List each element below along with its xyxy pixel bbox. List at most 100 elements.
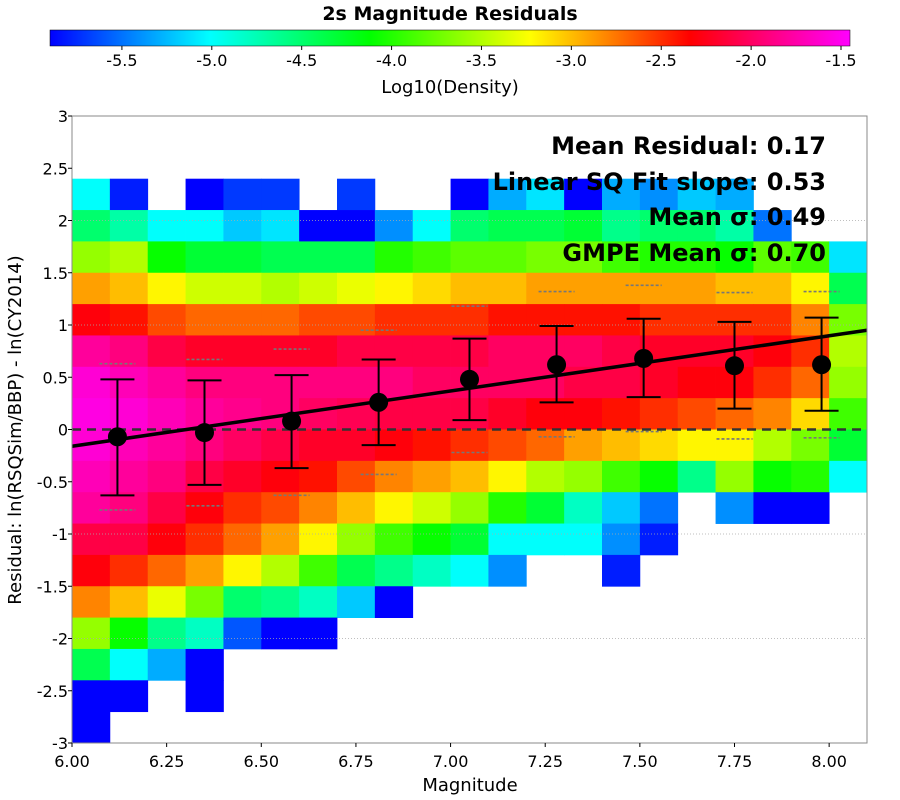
heatmap-cell	[564, 178, 603, 211]
heatmap-cell	[72, 586, 111, 618]
heatmap-cell	[337, 523, 376, 556]
heatmap-cell	[715, 210, 754, 242]
heatmap-cell	[72, 554, 111, 587]
heatmap-cell	[829, 366, 868, 399]
y-tick-label: -1	[52, 525, 68, 544]
x-tick-label: 6.50	[243, 752, 279, 771]
heatmap-cell	[223, 460, 262, 493]
heatmap-cell	[147, 617, 186, 650]
heatmap-cell	[677, 178, 716, 211]
heatmap-cell	[72, 178, 111, 211]
mean-point	[195, 423, 214, 443]
heatmap-cell	[526, 178, 565, 211]
heatmap-cell	[488, 460, 527, 493]
heatmap-cell	[147, 492, 186, 524]
heatmap-cell	[715, 460, 754, 493]
heatmap-cell	[109, 304, 149, 336]
heatmap-cell	[185, 241, 224, 274]
colorbar-tick-label: -5.0	[196, 51, 227, 70]
heatmap-cell	[412, 398, 451, 430]
mean-point	[282, 411, 302, 431]
heatmap-cell	[602, 210, 641, 242]
heatmap-cell	[337, 272, 376, 305]
heatmap-cell	[299, 554, 338, 587]
heatmap-cell	[488, 335, 527, 368]
heatmap-cell	[147, 586, 186, 618]
colorbar-tick-label: -1.5	[825, 51, 856, 70]
heatmap-cell	[109, 335, 149, 368]
heatmap-cell	[602, 272, 641, 305]
heatmap-cell	[791, 398, 830, 430]
heatmap-cell	[374, 554, 414, 587]
heatmap-cell	[109, 272, 149, 305]
heatmap-cell	[753, 210, 792, 242]
heatmap-cell	[602, 335, 641, 368]
heatmap-cell	[829, 429, 868, 462]
heatmap-cell	[526, 523, 565, 556]
mean-point	[369, 392, 389, 412]
heatmap-cell	[337, 586, 376, 618]
heatmap-cell	[488, 241, 527, 274]
x-axis-label: Magnitude	[422, 775, 517, 796]
heatmap-cell	[564, 335, 603, 368]
heatmap-cell	[185, 554, 224, 587]
heatmap-cell	[299, 398, 338, 430]
heatmap-cell	[639, 366, 679, 399]
heatmap-cell	[412, 272, 451, 305]
heatmap-cell	[526, 460, 565, 493]
heatmap-cell	[829, 241, 868, 274]
heatmap-cell	[337, 335, 376, 368]
heatmap-cell	[753, 460, 792, 493]
heatmap-cell	[412, 554, 451, 587]
y-tick-label: 0	[58, 421, 68, 440]
heatmap-cell	[72, 523, 111, 556]
heatmap-cell	[185, 178, 224, 211]
annotation-fit-slope: Linear SQ Fit slope: 0.53	[493, 168, 826, 196]
heatmap-cell	[374, 492, 414, 524]
x-tick-label: 7.75	[717, 752, 753, 771]
heatmap-cell	[450, 429, 489, 462]
x-tick-label: 7.50	[622, 752, 658, 771]
heatmap-cell	[602, 460, 641, 493]
heatmap-cell	[526, 241, 565, 274]
heatmap-cell	[677, 366, 716, 399]
x-tick-label: 7.25	[527, 752, 563, 771]
y-tick-label: -0.5	[37, 473, 68, 492]
heatmap-cell	[337, 366, 376, 399]
heatmap-cell	[791, 241, 830, 274]
heatmap-cell	[261, 554, 300, 587]
heatmap-cell	[526, 210, 565, 242]
heatmap-cell	[450, 178, 489, 211]
heatmap-cell	[753, 398, 792, 430]
heatmap-cell	[526, 304, 565, 336]
heatmap-cell	[753, 335, 792, 368]
heatmap-cell	[185, 680, 224, 713]
heatmap-cell	[602, 492, 641, 524]
x-axis-ticks: 6.00 6.25 6.50 6.75 7.00 7.25 7.50 7.75 8.00	[54, 743, 847, 771]
heatmap-cell	[639, 398, 679, 430]
heatmap-cell	[185, 210, 224, 242]
annotation-gmpe-sigma: GMPE Mean σ: 0.70	[562, 239, 826, 267]
y-tick-label: -2	[52, 630, 68, 649]
x-tick-label: 8.00	[811, 752, 847, 771]
heatmap-cell	[147, 460, 186, 493]
y-tick-label: -1.5	[37, 577, 68, 596]
heatmap-cell	[412, 241, 451, 274]
heatmap-cell	[564, 210, 603, 242]
heatmap-cell	[488, 398, 527, 430]
heatmap-cell	[299, 335, 338, 368]
heatmap-cell	[412, 492, 451, 524]
heatmap-cell	[337, 210, 376, 242]
heatmap-cell	[715, 492, 754, 524]
heatmap-cell	[109, 648, 149, 681]
heatmap-cell	[109, 492, 149, 524]
heatmap-cell	[299, 460, 338, 493]
heatmap-cell	[488, 429, 527, 462]
heatmap-cell	[829, 398, 868, 430]
heatmap-cell	[72, 210, 111, 242]
heatmap-cell	[374, 241, 414, 274]
heatmap-cell	[147, 335, 186, 368]
colorbar	[49, 29, 851, 47]
heatmap-cell	[602, 523, 641, 556]
heatmap-cell	[564, 272, 603, 305]
